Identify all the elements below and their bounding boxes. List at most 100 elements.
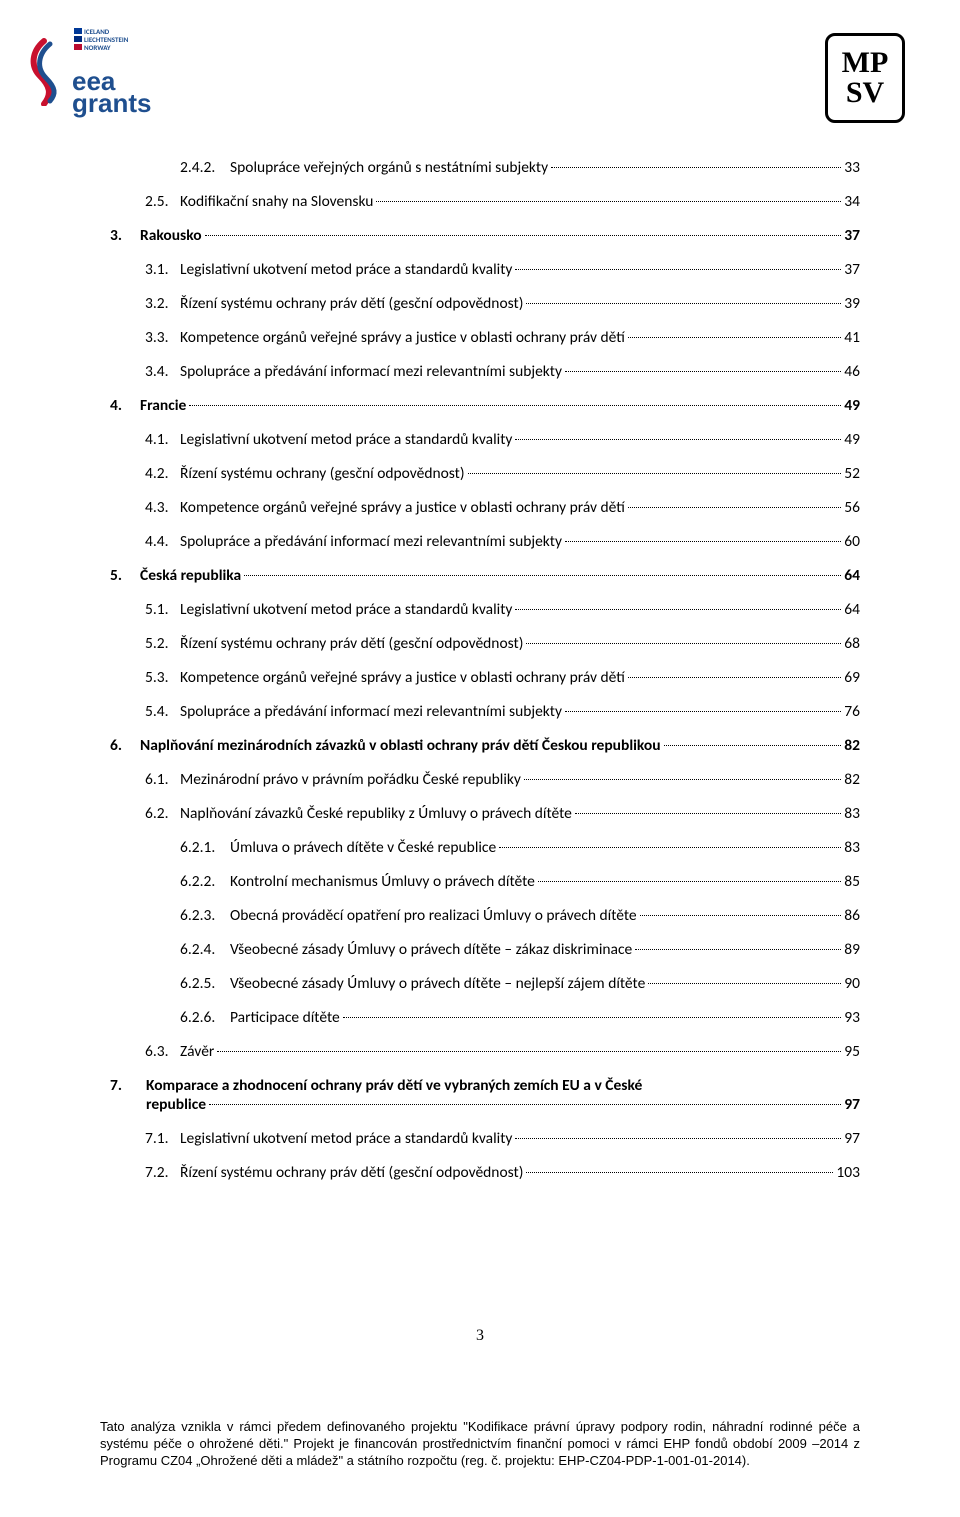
- toc-section-number: 4.2.: [145, 464, 180, 483]
- toc-entry: 6.2.Naplňování závazků České republiky z…: [110, 804, 860, 823]
- toc-section-number: 2.5.: [145, 192, 180, 211]
- toc-title-cont: republice: [146, 1095, 206, 1114]
- toc-page-number: 37: [844, 260, 860, 279]
- toc-title: Naplňování závazků České republiky z Úml…: [180, 804, 572, 823]
- toc-page-number: 56: [844, 498, 860, 517]
- toc-section-number: 6.1.: [145, 770, 180, 789]
- toc-entry: 3.1.Legislativní ukotvení metod práce a …: [110, 260, 860, 279]
- toc-entry: 5.4.Spolupráce a předávání informací mez…: [110, 702, 860, 721]
- toc-leader-dots: [635, 949, 841, 950]
- toc-page-number: 41: [844, 328, 860, 347]
- toc-title: Naplňování mezinárodních závazků v oblas…: [140, 736, 661, 755]
- toc-entry: 6.2.4.Všeobecné zásady Úmluvy o právech …: [110, 940, 860, 959]
- toc-title: Spolupráce a předávání informací mezi re…: [180, 362, 562, 381]
- toc-section-number: 5.1.: [145, 600, 180, 619]
- toc-leader-dots: [538, 881, 841, 882]
- toc-page-number: 37: [844, 226, 860, 245]
- toc-leader-dots: [515, 269, 841, 270]
- toc-entry: 5.2.Řízení systému ochrany práv dětí (ge…: [110, 634, 860, 653]
- toc-entry: 6.2.2.Kontrolní mechanismus Úmluvy o prá…: [110, 872, 860, 891]
- toc-entry: 7.2.Řízení systému ochrany práv dětí (ge…: [110, 1163, 860, 1182]
- page-number: 3: [0, 1327, 960, 1345]
- toc-entry: 5.Česká republika64: [110, 566, 860, 585]
- toc-page-number: 82: [844, 770, 860, 789]
- toc-entry: 3.Rakousko37: [110, 226, 860, 245]
- toc-page-number: 76: [844, 702, 860, 721]
- toc-entry: 4.3.Kompetence orgánů veřejné správy a j…: [110, 498, 860, 517]
- toc-page-number: 49: [844, 396, 860, 415]
- toc-title: Legislativní ukotvení metod práce a stan…: [180, 260, 512, 279]
- toc-entry: 6.Naplňování mezinárodních závazků v obl…: [110, 736, 860, 755]
- toc-page-number: 95: [844, 1042, 860, 1061]
- toc-leader-dots: [628, 507, 841, 508]
- toc-page-number: 34: [844, 192, 860, 211]
- toc-section-number: 4.: [110, 396, 140, 415]
- toc-title: Řízení systému ochrany práv dětí (gesční…: [180, 634, 523, 653]
- toc-page-number: 103: [836, 1163, 860, 1182]
- toc-page-number: 85: [844, 872, 860, 891]
- toc-section-number: 3.4.: [145, 362, 180, 381]
- logo-mpsv-line2: SV: [846, 76, 884, 109]
- toc-section-number: 6.: [110, 736, 140, 755]
- toc-section-number: 6.2.6.: [180, 1008, 230, 1027]
- toc-page-number: 64: [844, 600, 860, 619]
- toc-entry: 6.2.5.Všeobecné zásady Úmluvy o právech …: [110, 974, 860, 993]
- toc-title: Participace dítěte: [230, 1008, 340, 1027]
- toc-page-number: 89: [844, 940, 860, 959]
- toc-leader-dots: [664, 745, 842, 746]
- toc-page-number: 68: [844, 634, 860, 653]
- toc-section-number: 7.2.: [145, 1163, 180, 1182]
- table-of-contents: 2.4.2.Spolupráce veřejných orgánů s nest…: [110, 158, 860, 1197]
- toc-leader-dots: [515, 609, 841, 610]
- logo-mpsv: MP SV: [825, 33, 905, 123]
- toc-page-number: 90: [844, 974, 860, 993]
- toc-title: Spolupráce veřejných orgánů s nestátními…: [230, 158, 548, 177]
- toc-title: Spolupráce a předávání informací mezi re…: [180, 702, 562, 721]
- toc-title: Francie: [140, 396, 186, 415]
- toc-page-number: 97: [844, 1129, 860, 1148]
- toc-title: Kontrolní mechanismus Úmluvy o právech d…: [230, 872, 535, 891]
- toc-title: Úmluva o právech dítěte v České republic…: [230, 838, 496, 857]
- toc-title: Kompetence orgánů veřejné správy a justi…: [180, 498, 625, 517]
- toc-page-number: 69: [844, 668, 860, 687]
- toc-section-number: 6.3.: [145, 1042, 180, 1061]
- toc-page-number: 83: [844, 804, 860, 823]
- toc-page-number: 93: [844, 1008, 860, 1027]
- toc-section-number: 6.2.1.: [180, 838, 230, 857]
- toc-page-number: 33: [844, 158, 860, 177]
- toc-title: Česká republika: [140, 566, 241, 585]
- toc-leader-dots: [189, 405, 841, 406]
- toc-section-number: 6.2.: [145, 804, 180, 823]
- toc-section-number: 7.: [110, 1076, 146, 1095]
- toc-section-number: 5.4.: [145, 702, 180, 721]
- toc-title: Rakousko: [140, 226, 202, 245]
- toc-leader-dots: [515, 439, 841, 440]
- toc-leader-dots: [244, 575, 841, 576]
- flag-norway-label: NORWAY: [84, 43, 111, 52]
- toc-leader-dots: [565, 541, 841, 542]
- toc-entry: 4.4.Spolupráce a předávání informací mez…: [110, 532, 860, 551]
- toc-leader-dots: [468, 473, 842, 474]
- toc-entry: 6.2.3.Obecná prováděcí opatření pro real…: [110, 906, 860, 925]
- toc-leader-dots: [565, 711, 841, 712]
- toc-leader-dots: [640, 915, 842, 916]
- toc-leader-dots: [551, 167, 841, 168]
- toc-section-number: 5.: [110, 566, 140, 585]
- toc-leader-dots: [565, 371, 841, 372]
- toc-page-number: 49: [844, 430, 860, 449]
- toc-title: Legislativní ukotvení metod práce a stan…: [180, 430, 512, 449]
- toc-section-number: 4.3.: [145, 498, 180, 517]
- toc-title: Závěr: [180, 1042, 214, 1061]
- toc-leader-dots: [648, 983, 841, 984]
- toc-page-number: 86: [844, 906, 860, 925]
- toc-section-number: 3.3.: [145, 328, 180, 347]
- toc-section-number: 7.1.: [145, 1129, 180, 1148]
- toc-entry: 7.Komparace a zhodnocení ochrany práv dě…: [110, 1076, 860, 1114]
- toc-entry: 3.2.Řízení systému ochrany práv dětí (ge…: [110, 294, 860, 313]
- toc-leader-dots: [217, 1051, 841, 1052]
- toc-entry: 4.Francie 49: [110, 396, 860, 415]
- footer-text: Tato analýza vznikla v rámci předem defi…: [100, 1418, 860, 1469]
- toc-section-number: 3.2.: [145, 294, 180, 313]
- toc-title: Řízení systému ochrany práv dětí (gesční…: [180, 1163, 523, 1182]
- toc-entry: 2.5.Kodifikační snahy na Slovensku34: [110, 192, 860, 211]
